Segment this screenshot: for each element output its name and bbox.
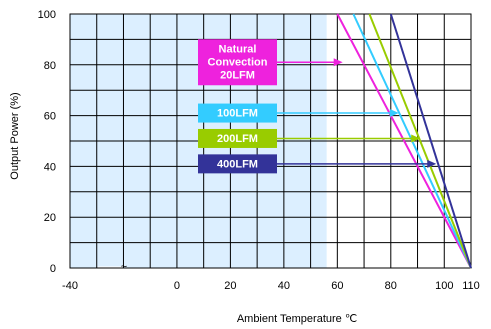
series-label-text: Convection [208,56,268,68]
y-tick-label: 0 [50,263,56,275]
y-tick-label: 100 [38,9,56,21]
series-label-box-3 [198,154,277,174]
x-tick-label: 20 [224,280,236,292]
series-label-box-1 [198,103,277,123]
y-tick-label: 20 [44,212,56,224]
y-tick-label: 40 [44,161,56,173]
plot-frame [69,13,472,269]
y-tick-label: 60 [44,111,56,123]
series-line-2 [368,13,472,269]
x-tick-label: 60 [331,280,343,292]
series-line-3 [389,13,472,269]
tick-labels: -40 0 20 40 60 80 100 110 0 20 40 60 80 100 [38,9,480,292]
series-arrowhead-1 [389,109,399,118]
y-axis-title: Output Power (%) [9,92,21,179]
series-label-box-2 [198,128,277,148]
series-arrowhead-0 [333,58,343,67]
series-label-text: Natural [219,43,257,55]
series-arrowhead-2 [411,134,421,143]
axis-break-marker: ~ [121,261,127,273]
x-tick-label: 0 [174,280,180,292]
y-tick-label: 80 [44,60,56,72]
x-tick-label: 110 [462,280,480,292]
series-line-0 [336,13,472,269]
x-axis-title: Ambient Temperature ℃ [237,313,357,325]
x-tick-label: -40 [62,280,78,292]
series-label-text: 400LFM [217,158,258,170]
x-tick-label: 40 [278,280,290,292]
series-label-box-0 [198,39,277,86]
series-label-text: 100LFM [217,108,258,120]
series-arrowhead-3 [427,159,437,168]
x-tick-label: 80 [385,280,397,292]
x-tick-label: 100 [435,280,453,292]
series-label-text: 200LFM [217,133,258,145]
series-label-text: 20LFM [220,69,255,81]
